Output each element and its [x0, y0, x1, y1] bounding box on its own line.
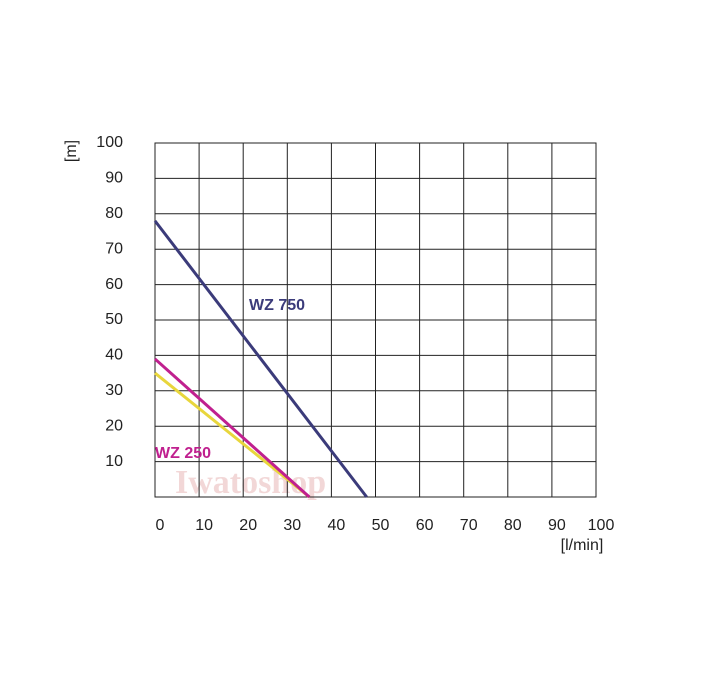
y-tick-label: 90 [105, 170, 123, 187]
y-tick-label: 20 [105, 417, 123, 434]
x-tick-label: 60 [416, 517, 434, 534]
series-label: WZ 750 [249, 297, 305, 314]
y-tick-label: 50 [105, 311, 123, 328]
y-tick-label: 80 [105, 205, 123, 222]
x-tick-label: 100 [588, 517, 615, 534]
series-line [154, 371, 311, 499]
series-label: WZ 250 [155, 445, 211, 462]
x-axis-label: [l/min] [561, 537, 604, 554]
watermark: Iwatoshop [175, 464, 326, 501]
x-tick-label: 0 [156, 517, 165, 534]
y-tick-label: 40 [105, 347, 123, 364]
y-axis-label: [m] [63, 140, 80, 162]
y-tick-label: 60 [105, 276, 123, 293]
x-tick-label: 30 [283, 517, 301, 534]
y-tick-label: 30 [105, 382, 123, 399]
x-tick-label: 50 [372, 517, 390, 534]
x-tick-label: 10 [195, 517, 213, 534]
x-tick-label: 70 [460, 517, 478, 534]
series-line [153, 219, 368, 498]
x-tick-label: 80 [504, 517, 522, 534]
y-tick-label: 10 [105, 453, 123, 470]
y-tick-label: 100 [96, 134, 123, 151]
x-tick-label: 20 [239, 517, 257, 534]
x-tick-label: 40 [328, 517, 346, 534]
x-tick-label: 90 [548, 517, 566, 534]
series-line [153, 357, 311, 499]
y-tick-label: 70 [105, 240, 123, 257]
